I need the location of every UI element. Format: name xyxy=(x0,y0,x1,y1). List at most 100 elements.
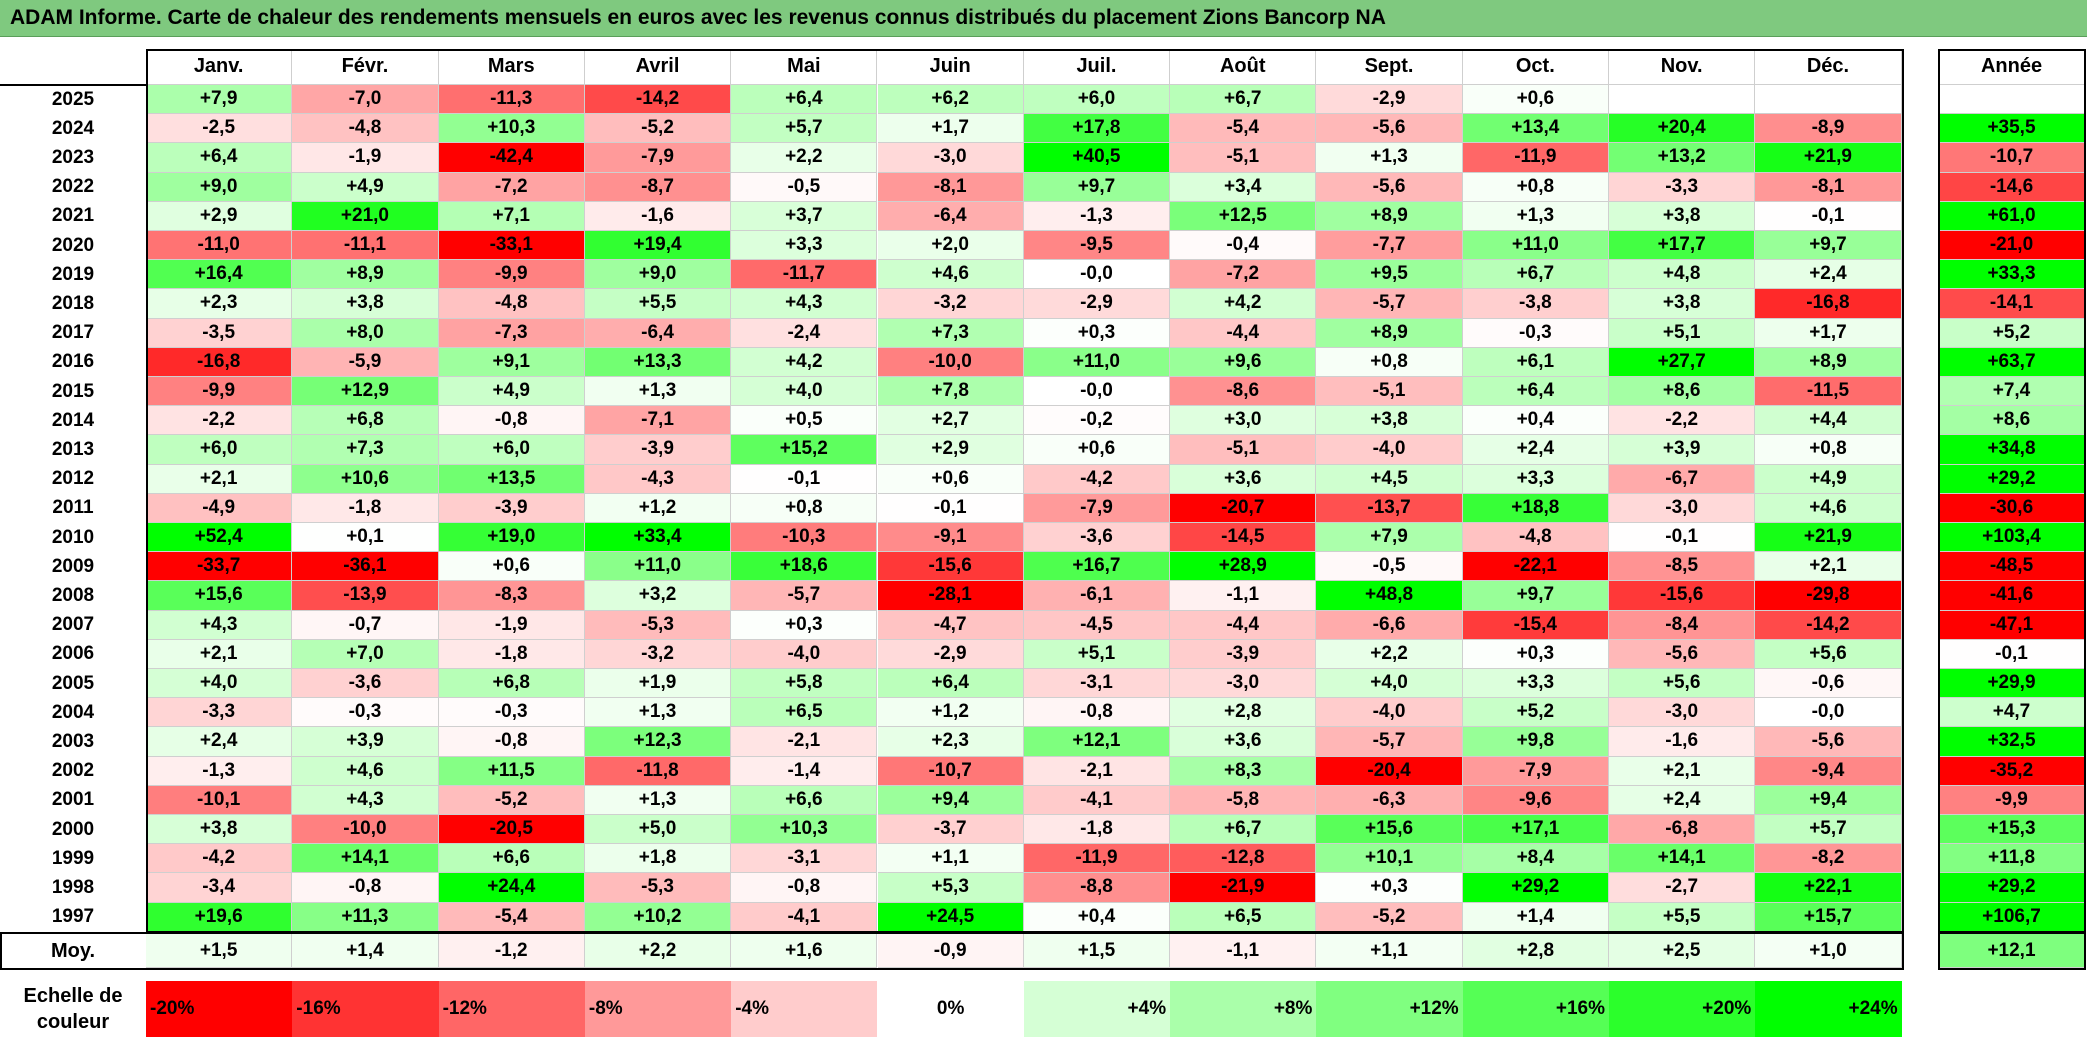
heatmap-cell: +17,1 xyxy=(1462,815,1609,845)
row-year-label: 2010 xyxy=(51,526,95,548)
heatmap-cell: -3,6 xyxy=(292,669,439,699)
heatmap-cell: +12,3 xyxy=(584,727,732,757)
heatmap-cell: -0,1 xyxy=(1755,201,1902,231)
color-scale-step: +16% xyxy=(1462,981,1609,1037)
heatmap-cell: +10,1 xyxy=(1316,844,1463,874)
heatmap-cell: -0,1 xyxy=(877,493,1024,523)
heatmap-cell: +8,9 xyxy=(1316,318,1463,348)
heatmap-cell: -5,1 xyxy=(1170,435,1317,465)
heatmap-cell: +13,4 xyxy=(1462,114,1609,144)
heatmap-cell: +5,1 xyxy=(1609,318,1756,348)
heatmap-cell xyxy=(1755,85,1902,115)
heatmap-cell: -0,3 xyxy=(1462,318,1609,348)
heatmap-cell: -3,0 xyxy=(1609,698,1756,728)
heatmap-cell: +9,6 xyxy=(1170,347,1317,377)
heatmap-cell: +6,8 xyxy=(438,669,585,699)
average-cell: +1,4 xyxy=(292,934,439,968)
heatmap-cell: +22,1 xyxy=(1755,873,1902,903)
row-year-label: 2008 xyxy=(51,584,95,606)
annual-return-cell xyxy=(1938,85,2086,115)
heatmap-cell: -16,8 xyxy=(1755,289,1902,319)
average-cell: +2,5 xyxy=(1609,934,1756,968)
heatmap-cell: -1,4 xyxy=(731,756,878,786)
heatmap-cell: -5,2 xyxy=(1316,902,1463,932)
heatmap-cell: +10,2 xyxy=(584,902,732,932)
heatmap-cell: -5,4 xyxy=(438,902,585,932)
row-year-label: 2001 xyxy=(51,789,95,811)
annual-return-cell: +29,2 xyxy=(1938,464,2086,494)
title-bar: ADAM Informe. Carte de chaleur des rende… xyxy=(0,0,2087,37)
heatmap-cell: +0,8 xyxy=(1316,347,1463,377)
heatmap-cell: +11,5 xyxy=(438,756,585,786)
row-year-label: 2012 xyxy=(51,468,95,490)
heatmap-cell: -0,4 xyxy=(1170,231,1317,261)
heatmap-cell: +0,3 xyxy=(1023,318,1171,348)
row-year-label: 1999 xyxy=(51,847,95,869)
heatmap-cell: -4,8 xyxy=(438,289,585,319)
heatmap-cell: -4,8 xyxy=(292,114,439,144)
heatmap-cell: +7,0 xyxy=(292,639,439,669)
heatmap-cell: +21,9 xyxy=(1755,523,1902,553)
heatmap-cell: +7,9 xyxy=(1316,523,1463,553)
heatmap-cell: -5,1 xyxy=(1170,143,1317,173)
heatmap-cell: -1,9 xyxy=(292,143,439,173)
heatmap-cell: +1,7 xyxy=(1755,318,1902,348)
heatmap-cell: +1,3 xyxy=(584,698,732,728)
heatmap-cell: +3,9 xyxy=(292,727,439,757)
average-annual-cell: +12,1 xyxy=(1938,934,2086,968)
heatmap-cell: +0,3 xyxy=(1462,639,1609,669)
row-year-label: 2000 xyxy=(51,818,95,840)
heatmap-cell: -0,8 xyxy=(292,873,439,903)
color-scale-step: -8% xyxy=(584,981,732,1037)
heatmap-cell: +6,4 xyxy=(146,143,293,173)
heatmap-cell: -21,9 xyxy=(1170,873,1317,903)
annual-return-cell: +33,3 xyxy=(1938,260,2086,290)
heatmap-cell: +6,0 xyxy=(438,435,585,465)
heatmap-cell: -3,3 xyxy=(146,698,293,728)
heatmap-cell: -2,7 xyxy=(1609,873,1756,903)
heatmap-cell: -7,2 xyxy=(1170,260,1317,290)
heatmap-cell: +4,6 xyxy=(1755,493,1902,523)
heatmap-cell: -7,7 xyxy=(1316,231,1463,261)
heatmap-cell: +19,4 xyxy=(584,231,732,261)
heatmap-cell: +1,2 xyxy=(877,698,1024,728)
annual-return-cell: +5,2 xyxy=(1938,318,2086,348)
heatmap-cell: -6,1 xyxy=(1023,581,1171,611)
heatmap-cell: +11,0 xyxy=(1462,231,1609,261)
heatmap-cell: +9,1 xyxy=(438,347,585,377)
heatmap-cell: -4,0 xyxy=(1316,435,1463,465)
heatmap-cell: -5,9 xyxy=(292,347,439,377)
heatmap-cell: +5,6 xyxy=(1755,639,1902,669)
color-scale-label-line2: couleur xyxy=(36,1011,110,1033)
heatmap-cell: +0,6 xyxy=(1023,435,1171,465)
heatmap-cell: -42,4 xyxy=(438,143,585,173)
heatmap-cell: -1,6 xyxy=(584,201,732,231)
column-header: Déc. xyxy=(1755,49,1902,85)
heatmap-cell: +10,3 xyxy=(731,815,878,845)
heatmap-cell: +4,9 xyxy=(1755,464,1902,494)
heatmap-cell: -16,8 xyxy=(146,347,293,377)
heatmap-cell: +0,4 xyxy=(1462,406,1609,436)
heatmap-cell: +6,7 xyxy=(1170,815,1317,845)
heatmap-cell: +3,3 xyxy=(1462,669,1609,699)
annual-return-cell: +35,5 xyxy=(1938,114,2086,144)
heatmap-cell: -5,3 xyxy=(584,873,732,903)
heatmap-cell: -12,8 xyxy=(1170,844,1317,874)
heatmap-cell: -4,1 xyxy=(731,902,878,932)
annual-return-cell: +63,7 xyxy=(1938,347,2086,377)
heatmap-cell: -5,6 xyxy=(1316,172,1463,202)
column-header: Août xyxy=(1170,49,1317,85)
row-year-label: 2004 xyxy=(51,701,95,723)
heatmap-cell: +4,2 xyxy=(1170,289,1317,319)
heatmap-cell: -3,0 xyxy=(877,143,1024,173)
heatmap-cell: +16,4 xyxy=(146,260,293,290)
heatmap-cell: +6,4 xyxy=(877,669,1024,699)
heatmap-cell: +3,6 xyxy=(1170,727,1317,757)
heatmap-cell: -8,8 xyxy=(1023,873,1171,903)
heatmap-cell: +15,6 xyxy=(1316,815,1463,845)
row-year-label: 2022 xyxy=(51,176,95,198)
heatmap-cell: -2,2 xyxy=(1609,406,1756,436)
heatmap-cell: +3,9 xyxy=(1609,435,1756,465)
heatmap-cell: -5,6 xyxy=(1609,639,1756,669)
heatmap-cell: +4,8 xyxy=(1609,260,1756,290)
